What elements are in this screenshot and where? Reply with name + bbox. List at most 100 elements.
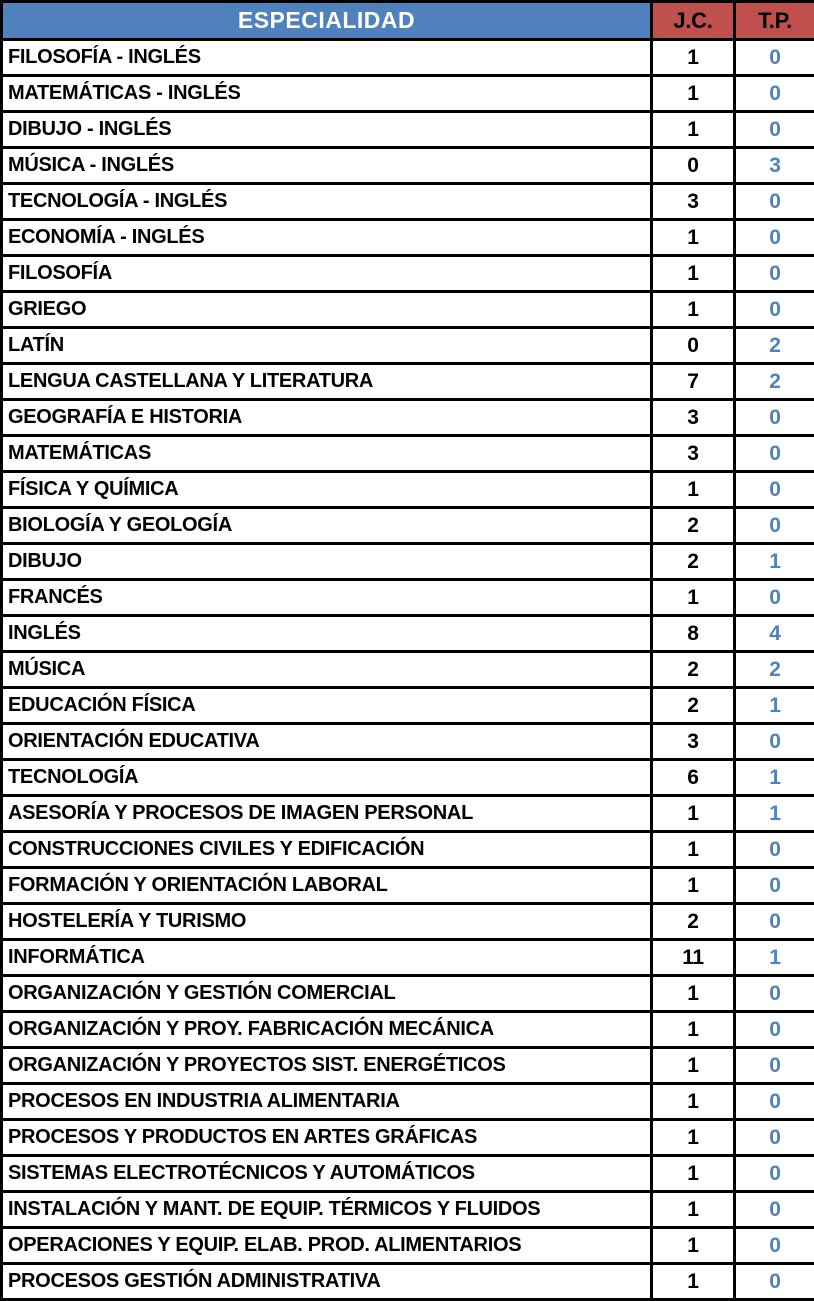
especialidad-cell: TECNOLOGÍA - INGLÉS	[2, 184, 652, 220]
jc-value-cell: 1	[652, 112, 735, 148]
especialidad-cell: SISTEMAS ELECTROTÉCNICOS Y AUTOMÁTICOS	[2, 1156, 652, 1192]
column-header-tp: T.P.	[735, 2, 814, 40]
especialidad-cell: PROCESOS Y PRODUCTOS EN ARTES GRÁFICAS	[2, 1120, 652, 1156]
jc-value-cell: 1	[652, 580, 735, 616]
tp-value-cell: 0	[735, 1156, 814, 1192]
especialidad-cell: FORMACIÓN Y ORIENTACIÓN LABORAL	[2, 868, 652, 904]
jc-value-cell: 2	[652, 508, 735, 544]
table-row: ORGANIZACIÓN Y PROY. FABRICACIÓN MECÁNIC…	[2, 1012, 814, 1048]
tp-value-cell: 1	[735, 688, 814, 724]
tp-value-cell: 0	[735, 184, 814, 220]
table-row: FILOSOFÍA - INGLÉS 1 0	[2, 40, 814, 76]
jc-value-cell: 1	[652, 292, 735, 328]
tp-value-cell: 3	[735, 148, 814, 184]
jc-value-cell: 1	[652, 1120, 735, 1156]
especialidad-cell: MÚSICA - INGLÉS	[2, 148, 652, 184]
tp-value-cell: 0	[735, 1084, 814, 1120]
especialidad-cell: INSTALACIÓN Y MANT. DE EQUIP. TÉRMICOS Y…	[2, 1192, 652, 1228]
tp-value-cell: 1	[735, 940, 814, 976]
table-row: TECNOLOGÍA - INGLÉS 3 0	[2, 184, 814, 220]
especialidad-cell: MÚSICA	[2, 652, 652, 688]
table-row: FORMACIÓN Y ORIENTACIÓN LABORAL 1 0	[2, 868, 814, 904]
especialidad-cell: INFORMÁTICA	[2, 940, 652, 976]
table-row: MATEMÁTICAS 3 0	[2, 436, 814, 472]
especialidad-cell: BIOLOGÍA Y GEOLOGÍA	[2, 508, 652, 544]
especialidad-cell: LATÍN	[2, 328, 652, 364]
jc-value-cell: 0	[652, 148, 735, 184]
especialidad-cell: LENGUA CASTELLANA Y LITERATURA	[2, 364, 652, 400]
tp-value-cell: 0	[735, 472, 814, 508]
table-row: MÚSICA 2 2	[2, 652, 814, 688]
jc-value-cell: 1	[652, 868, 735, 904]
tp-value-cell: 0	[735, 724, 814, 760]
jc-value-cell: 1	[652, 1012, 735, 1048]
especialidad-cell: ORGANIZACIÓN Y PROY. FABRICACIÓN MECÁNIC…	[2, 1012, 652, 1048]
tp-value-cell: 2	[735, 364, 814, 400]
jc-value-cell: 11	[652, 940, 735, 976]
table-row: INFORMÁTICA 11 1	[2, 940, 814, 976]
tp-value-cell: 1	[735, 760, 814, 796]
tp-value-cell: 0	[735, 1192, 814, 1228]
jc-value-cell: 2	[652, 688, 735, 724]
especialidad-cell: PROCESOS GESTIÓN ADMINISTRATIVA	[2, 1264, 652, 1300]
table-row: CONSTRUCCIONES CIVILES Y EDIFICACIÓN 1 0	[2, 832, 814, 868]
tp-value-cell: 0	[735, 580, 814, 616]
header-row: ESPECIALIDAD J.C. T.P.	[2, 2, 814, 40]
tp-value-cell: 0	[735, 1120, 814, 1156]
especialidad-cell: EDUCACIÓN FÍSICA	[2, 688, 652, 724]
jc-value-cell: 1	[652, 796, 735, 832]
especialidad-cell: PROCESOS EN INDUSTRIA ALIMENTARIA	[2, 1084, 652, 1120]
tp-value-cell: 0	[735, 436, 814, 472]
table-row: HOSTELERÍA Y TURISMO 2 0	[2, 904, 814, 940]
jc-value-cell: 6	[652, 760, 735, 796]
especialidad-cell: MATEMÁTICAS	[2, 436, 652, 472]
jc-value-cell: 1	[652, 1192, 735, 1228]
tp-value-cell: 1	[735, 544, 814, 580]
tp-value-cell: 0	[735, 976, 814, 1012]
tp-value-cell: 0	[735, 868, 814, 904]
especialidad-cell: ASESORÍA Y PROCESOS DE IMAGEN PERSONAL	[2, 796, 652, 832]
jc-value-cell: 3	[652, 724, 735, 760]
especialidad-cell: ORGANIZACIÓN Y PROYECTOS SIST. ENERGÉTIC…	[2, 1048, 652, 1084]
table-row: PROCESOS Y PRODUCTOS EN ARTES GRÁFICAS 1…	[2, 1120, 814, 1156]
especialidad-cell: OPERACIONES Y EQUIP. ELAB. PROD. ALIMENT…	[2, 1228, 652, 1264]
tp-value-cell: 0	[735, 76, 814, 112]
jc-value-cell: 3	[652, 436, 735, 472]
especialidad-cell: DIBUJO	[2, 544, 652, 580]
tp-value-cell: 2	[735, 328, 814, 364]
table-row: ECONOMÍA - INGLÉS 1 0	[2, 220, 814, 256]
jc-value-cell: 1	[652, 1228, 735, 1264]
tp-value-cell: 0	[735, 1228, 814, 1264]
jc-value-cell: 8	[652, 616, 735, 652]
tp-value-cell: 0	[735, 904, 814, 940]
tp-value-cell: 0	[735, 40, 814, 76]
jc-value-cell: 0	[652, 328, 735, 364]
especialidad-cell: ECONOMÍA - INGLÉS	[2, 220, 652, 256]
table-row: ASESORÍA Y PROCESOS DE IMAGEN PERSONAL 1…	[2, 796, 814, 832]
tp-value-cell: 0	[735, 1012, 814, 1048]
table-row: SISTEMAS ELECTROTÉCNICOS Y AUTOMÁTICOS 1…	[2, 1156, 814, 1192]
table-row: ORIENTACIÓN EDUCATIVA 3 0	[2, 724, 814, 760]
especialidad-cell: GRIEGO	[2, 292, 652, 328]
tp-value-cell: 0	[735, 1048, 814, 1084]
table-row: OPERACIONES Y EQUIP. ELAB. PROD. ALIMENT…	[2, 1228, 814, 1264]
jc-value-cell: 3	[652, 400, 735, 436]
especialidad-cell: FÍSICA Y QUÍMICA	[2, 472, 652, 508]
table-row: LENGUA CASTELLANA Y LITERATURA 7 2	[2, 364, 814, 400]
column-header-jc: J.C.	[652, 2, 735, 40]
table-row: PROCESOS EN INDUSTRIA ALIMENTARIA 1 0	[2, 1084, 814, 1120]
jc-value-cell: 1	[652, 256, 735, 292]
especialidad-cell: INGLÉS	[2, 616, 652, 652]
tp-value-cell: 0	[735, 256, 814, 292]
especialidad-cell: GEOGRAFÍA E HISTORIA	[2, 400, 652, 436]
tp-value-cell: 0	[735, 1264, 814, 1300]
table-row: MÚSICA - INGLÉS 0 3	[2, 148, 814, 184]
jc-value-cell: 3	[652, 184, 735, 220]
especialidad-cell: ORIENTACIÓN EDUCATIVA	[2, 724, 652, 760]
especialidad-cell: FILOSOFÍA	[2, 256, 652, 292]
jc-value-cell: 1	[652, 832, 735, 868]
table-row: INSTALACIÓN Y MANT. DE EQUIP. TÉRMICOS Y…	[2, 1192, 814, 1228]
table-row: GEOGRAFÍA E HISTORIA 3 0	[2, 400, 814, 436]
tp-value-cell: 0	[735, 832, 814, 868]
jc-value-cell: 1	[652, 976, 735, 1012]
